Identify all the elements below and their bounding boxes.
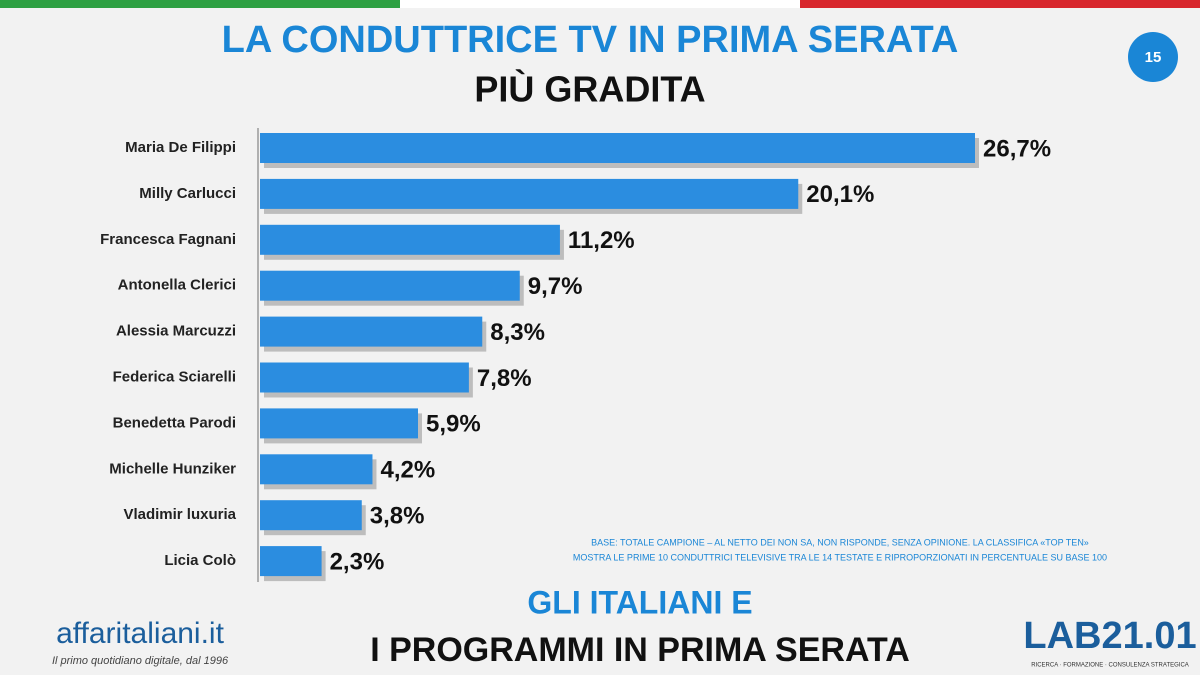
value-label: 9,7% (528, 273, 583, 300)
page-number: 15 (1145, 49, 1162, 66)
value-label: 8,3% (490, 319, 545, 346)
category-label: Michelle Hunziker (109, 460, 236, 477)
footer-title: GLI ITALIANI E (527, 584, 752, 620)
bar (260, 362, 469, 393)
category-label: Maria De Filippi (125, 139, 236, 156)
category-label: Vladimir luxuria (123, 506, 236, 523)
logo: affaritaliani.it (56, 617, 225, 650)
lab-logo: LAB21.01 (1023, 615, 1196, 657)
flag-green (0, 0, 400, 8)
flag-white (400, 0, 800, 8)
value-label: 5,9% (426, 411, 481, 438)
flag-red (800, 0, 1200, 8)
bar (260, 270, 520, 301)
bar (260, 454, 373, 485)
value-label: 20,1% (806, 181, 874, 208)
value-label: 11,2% (568, 227, 635, 254)
category-label: Francesca Fagnani (100, 231, 236, 248)
bar (260, 316, 483, 347)
bar (260, 178, 799, 209)
bar (260, 408, 418, 439)
bar (260, 546, 322, 577)
value-label: 7,8% (477, 365, 532, 392)
value-label: 26,7% (983, 135, 1051, 162)
category-label: Antonella Clerici (118, 277, 236, 294)
page-badge (1128, 32, 1178, 82)
bar (260, 133, 975, 163)
bar (260, 224, 560, 255)
lab-tagline: RICERCA · FORMAZIONE · CONSULENZA STRATE… (1031, 663, 1189, 669)
value-label: 4,2% (380, 457, 435, 484)
footer-title: I PROGRAMMI IN PRIMA SERATA (370, 631, 910, 669)
value-label: 2,3% (330, 548, 385, 575)
category-label: Benedetta Parodi (113, 414, 236, 431)
note-line: BASE: TOTALE CAMPIONE – AL NETTO DEI NON… (591, 537, 1089, 547)
value-label: 3,8% (370, 503, 425, 530)
chart-subtitle: PIÙ GRADITA (474, 68, 705, 110)
tagline: Il primo quotidiano digitale, dal 1996 (52, 655, 229, 667)
category-label: Alessia Marcuzzi (116, 323, 236, 340)
category-label: Milly Carlucci (139, 185, 236, 202)
note-line: MOSTRA LE PRIME 10 CONDUTTRICI TELEVISIV… (573, 552, 1107, 562)
category-label: Licia Colò (164, 552, 236, 569)
category-label: Federica Sciarelli (113, 368, 236, 385)
chart-title: LA CONDUTTRICE TV IN PRIMA SERATA (222, 19, 959, 61)
bar (260, 500, 362, 531)
